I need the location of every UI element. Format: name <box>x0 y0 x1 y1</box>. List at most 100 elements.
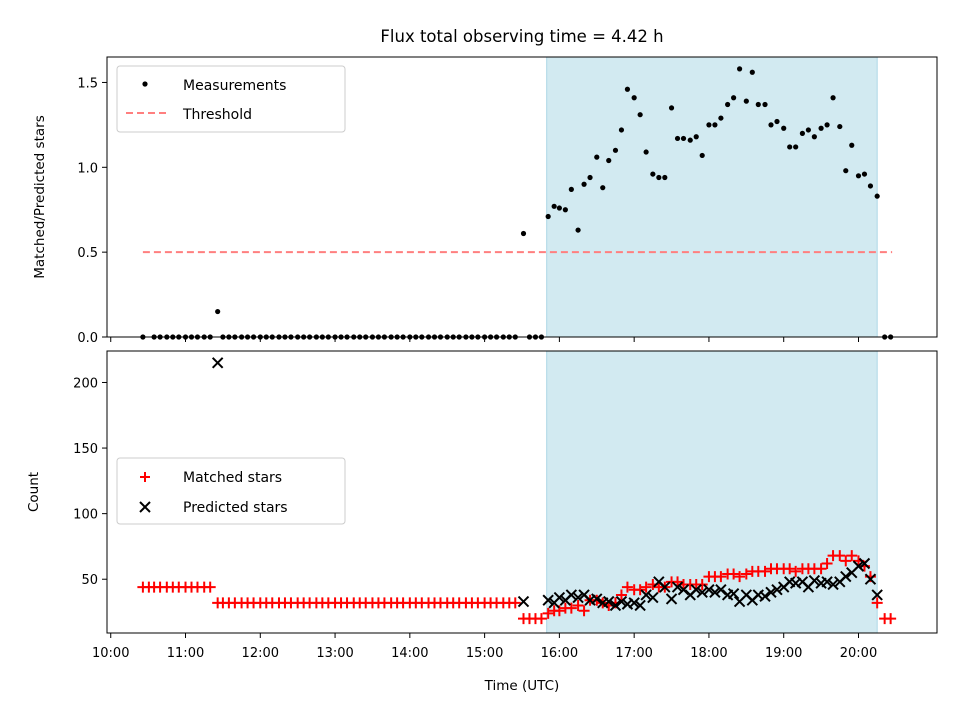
bottom-ytick-label: 200 <box>73 376 98 391</box>
measurement-point <box>768 122 774 128</box>
x-axis-label: Time (UTC) <box>484 678 560 694</box>
measurement-point <box>805 127 811 133</box>
predicted-star-point <box>696 586 708 599</box>
matched-star-point <box>565 602 577 614</box>
matched-star-point <box>535 613 547 625</box>
bottom-predicted-layer <box>211 357 883 612</box>
top-yticks-layer: 0.0 0.5 1.0 1.5 <box>77 76 107 346</box>
measurement-point <box>837 123 843 130</box>
top-ytick-label: 0.0 <box>77 331 98 346</box>
measurement-point <box>631 95 637 101</box>
legend-predicted-label: Predicted stars <box>183 500 288 516</box>
top-shade-layer <box>546 56 878 338</box>
legend-matched-marker <box>140 472 150 482</box>
predicted-star-point <box>771 584 783 596</box>
matched-star-point <box>784 563 796 575</box>
measurement-point <box>662 174 668 181</box>
predicted-star-point <box>765 586 777 599</box>
bottom-xtick-label: 12:00 <box>242 646 279 661</box>
bottom-xtick-label: 14:00 <box>391 646 428 661</box>
predicted-star-point <box>759 590 771 602</box>
predicted-star-point <box>665 593 678 605</box>
measurement-point <box>612 147 619 153</box>
top-ytick-label: 0.5 <box>77 246 98 261</box>
predicted-star-point <box>517 595 530 608</box>
measurement-point <box>643 149 649 155</box>
predicted-star-point <box>591 593 603 605</box>
measurement-point <box>693 134 699 140</box>
measurement-point <box>674 135 681 142</box>
bottom-xtick-label: 20:00 <box>840 646 877 661</box>
legend-predicted-marker <box>139 501 151 513</box>
matched-star-point <box>759 565 771 577</box>
matched-star-point <box>672 576 684 588</box>
matched-star-point <box>615 589 627 601</box>
measurement-point <box>680 135 687 142</box>
measurement-point <box>215 308 221 315</box>
predicted-star-point <box>827 578 839 591</box>
predicted-star-point <box>715 584 727 596</box>
bottom-xtick-label: 11:00 <box>167 646 204 661</box>
measurement-point <box>874 193 880 199</box>
matched-star-point <box>621 581 633 593</box>
top-ytick-label: 1.0 <box>77 161 98 176</box>
bottom-ytick-label: 100 <box>73 508 98 523</box>
measurement-point <box>562 207 568 213</box>
measurement-point <box>861 171 868 177</box>
bottom-xticks-layer: 10:00 11:00 12:00 13:00 14:00 15:00 16:00 17:00… <box>92 633 877 661</box>
predicted-star-point <box>647 591 659 604</box>
measurement-point <box>624 86 631 92</box>
measurement-point <box>699 152 705 159</box>
measurement-point <box>781 125 787 131</box>
measurement-point <box>725 101 731 108</box>
measurement-point <box>736 66 743 72</box>
predicted-star-point <box>858 557 871 570</box>
predicted-star-point <box>565 589 578 601</box>
bottom-xtick-label: 17:00 <box>615 646 652 661</box>
measurement-point <box>545 213 551 220</box>
matched-star-point <box>834 550 846 562</box>
measurement-point <box>650 171 656 177</box>
top-axes-frame <box>106 56 938 338</box>
measurement-point <box>575 227 581 233</box>
predicted-star-point <box>615 595 628 608</box>
predicted-star-point <box>709 586 721 599</box>
measurement-point <box>718 115 724 121</box>
measurement-point <box>706 122 712 128</box>
bottom-xtick-label: 13:00 <box>316 646 353 661</box>
predicted-star-point <box>690 584 702 596</box>
measurement-point <box>568 186 574 192</box>
matched-star-point <box>790 565 802 577</box>
predicted-star-point <box>609 599 622 612</box>
legend-threshold-label: Threshold <box>182 107 252 123</box>
legend-measurements-label: Measurements <box>183 78 286 94</box>
bottom-ytick-label: 150 <box>73 442 98 457</box>
matched-star-point <box>734 571 746 583</box>
predicted-star-point <box>640 589 652 601</box>
measurement-point <box>600 185 606 191</box>
measurement-point <box>774 118 780 125</box>
matched-star-point <box>572 599 584 611</box>
measurement-point <box>656 174 662 181</box>
matched-star-point <box>821 557 833 569</box>
measurement-point <box>824 122 830 128</box>
measurement-point <box>799 130 806 136</box>
matched-star-point <box>715 571 727 583</box>
measurement-point <box>743 98 749 104</box>
bottom-y-axis-label: Count <box>26 472 42 512</box>
predicted-star-point <box>677 584 690 596</box>
bottom-xtick-label: 10:00 <box>92 646 129 661</box>
matched-star-point <box>696 578 708 590</box>
matched-star-point <box>885 613 897 625</box>
bottom-legend-box <box>116 457 346 525</box>
measurement-point <box>556 205 562 211</box>
matched-star-point <box>634 584 646 596</box>
legend-measurements-marker <box>142 81 148 87</box>
predicted-star-point <box>703 584 715 596</box>
predicted-star-point <box>553 591 566 604</box>
measurement-point <box>867 183 874 189</box>
measurement-point <box>855 173 862 179</box>
measurement-point <box>762 101 768 108</box>
predicted-star-point <box>840 570 852 583</box>
